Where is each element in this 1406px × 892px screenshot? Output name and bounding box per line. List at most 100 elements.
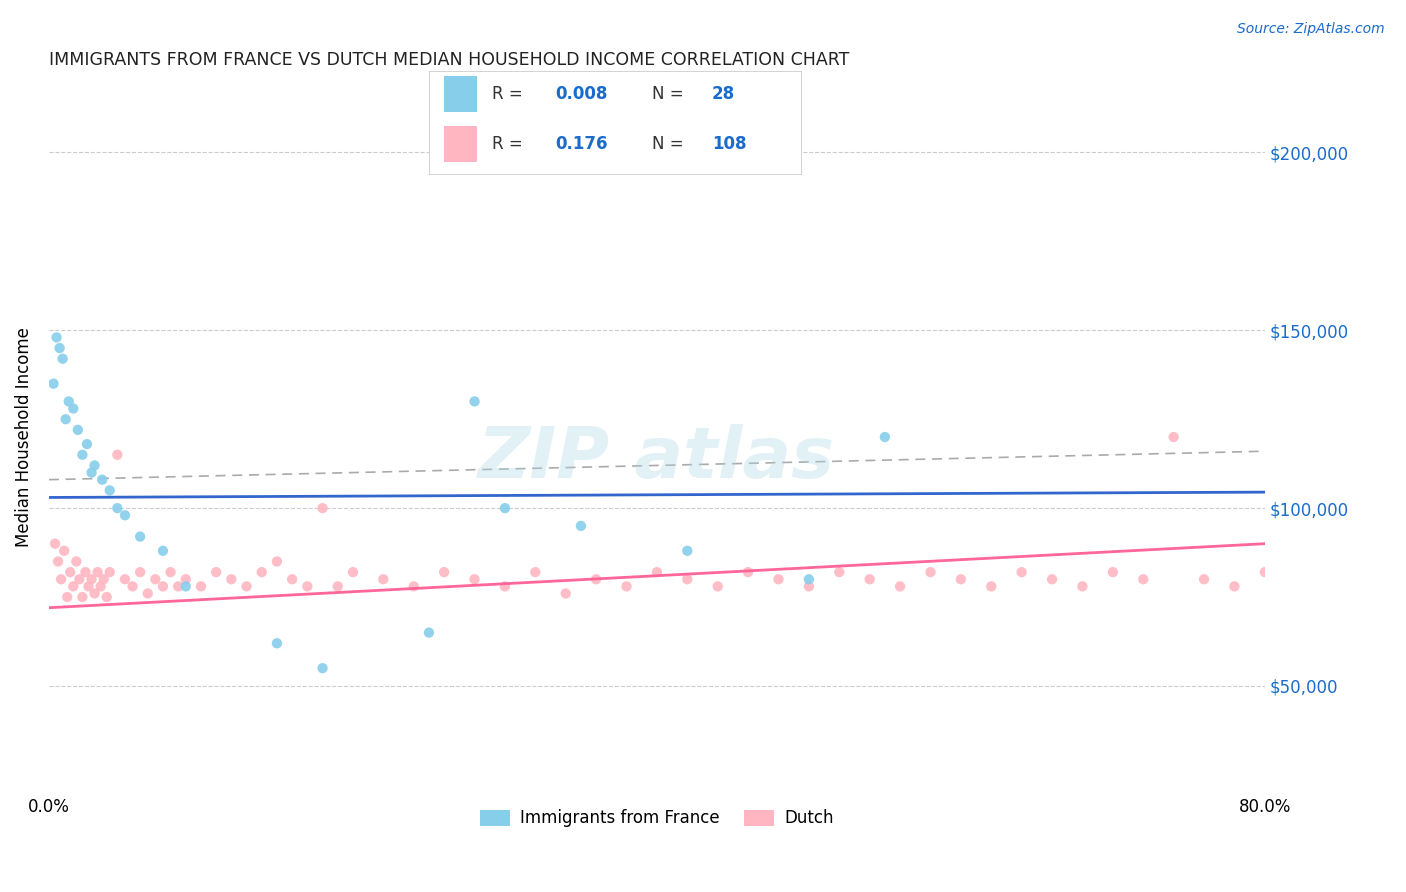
FancyBboxPatch shape [444,126,477,161]
Point [1315,579,1337,593]
Point [55,412,77,426]
Point [524,565,547,579]
Point [76,437,98,451]
Point [62,401,84,416]
Point [980,579,1002,593]
Point [616,579,638,593]
Point [93,572,115,586]
Point [797,572,820,586]
Point [67,572,90,586]
Point [98,483,121,498]
Point [402,579,425,593]
Point [797,579,820,593]
Point [1132,572,1154,586]
Point [569,519,592,533]
Point [463,394,485,409]
Point [1254,565,1277,579]
Point [889,579,911,593]
Point [152,579,174,593]
Text: R =: R = [492,135,529,153]
Point [463,572,485,586]
Point [46,554,69,568]
Point [433,565,456,579]
Point [83,586,105,600]
Point [152,543,174,558]
Point [167,579,190,593]
Point [114,572,136,586]
Point [418,625,440,640]
Point [190,579,212,593]
Point [1011,565,1033,579]
Point [136,586,159,600]
Point [52,351,75,366]
Point [828,565,851,579]
Text: Source: ZipAtlas.com: Source: ZipAtlas.com [1237,22,1385,37]
Point [266,636,288,650]
Point [105,501,128,516]
Point [174,579,197,593]
Point [174,572,197,586]
Point [58,394,80,409]
Point [53,543,76,558]
Point [205,565,228,579]
Point [494,579,516,593]
Legend: Immigrants from France, Dutch: Immigrants from France, Dutch [474,803,841,834]
Point [768,572,790,586]
Point [342,565,364,579]
Point [676,543,699,558]
Point [129,565,152,579]
Point [949,572,972,586]
Point [42,376,65,391]
Point [96,590,118,604]
Point [75,565,97,579]
Point [250,565,273,579]
Point [114,508,136,523]
Point [44,537,66,551]
Text: IMMIGRANTS FROM FRANCE VS DUTCH MEDIAN HOUSEHOLD INCOME CORRELATION CHART: IMMIGRANTS FROM FRANCE VS DUTCH MEDIAN H… [49,51,849,69]
Point [98,565,121,579]
Point [326,579,349,593]
Point [1344,565,1367,579]
Point [1375,572,1398,586]
Point [737,565,759,579]
Point [706,579,728,593]
Point [80,466,103,480]
Point [49,572,72,586]
Point [45,330,67,344]
Text: 108: 108 [711,135,747,153]
Point [1192,572,1215,586]
Point [72,590,94,604]
Point [72,448,94,462]
Point [66,423,89,437]
Point [859,572,882,586]
Y-axis label: Median Household Income: Median Household Income [15,327,32,547]
Point [77,579,100,593]
Point [59,565,82,579]
Text: 28: 28 [711,86,735,103]
Point [62,579,84,593]
Point [159,565,181,579]
Point [266,554,288,568]
Text: ZIP atlas: ZIP atlas [478,424,835,493]
Text: 0.008: 0.008 [555,86,607,103]
Text: N =: N = [652,135,689,153]
Point [143,572,166,586]
Point [56,590,79,604]
Point [311,661,333,675]
Point [920,565,942,579]
Point [873,430,896,444]
Point [281,572,304,586]
Point [91,473,114,487]
FancyBboxPatch shape [444,77,477,112]
Point [494,501,516,516]
Point [221,572,243,586]
Text: R =: R = [492,86,529,103]
Point [129,530,152,544]
Point [1223,579,1246,593]
Point [1102,565,1125,579]
Point [235,579,257,593]
Text: N =: N = [652,86,689,103]
Point [80,572,103,586]
Point [1040,572,1063,586]
Point [554,586,576,600]
